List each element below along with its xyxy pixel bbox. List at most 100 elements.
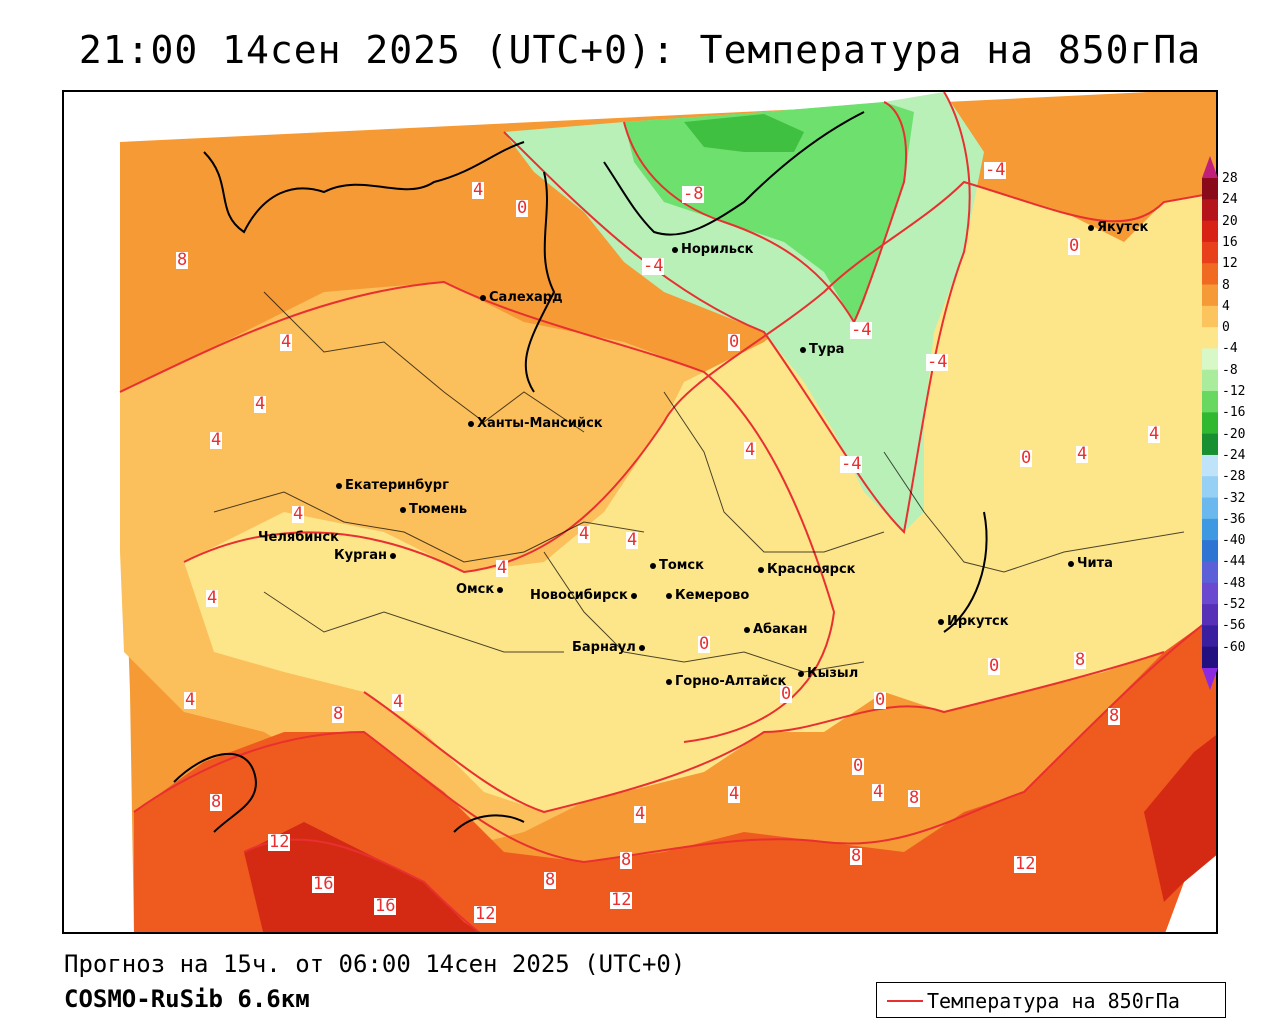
contour-label: 4 [1148, 424, 1161, 444]
colorbar-tick-label: -20 [1222, 426, 1246, 442]
city-label: Барнаул [572, 640, 636, 655]
contour-label: 4 [254, 394, 267, 414]
city-tyumen: Тюмень [400, 502, 467, 517]
contour-label: 12 [474, 904, 497, 924]
colorbar-segment [1202, 220, 1218, 243]
city-label: Красноярск [767, 562, 856, 577]
city-dot-icon [744, 626, 750, 633]
forecast-map[interactable]: Якутск Норильск Салехард Тура Ханты-Манс… [62, 90, 1218, 934]
city-label: Омск [456, 582, 495, 597]
colorbar-tick-label: -32 [1222, 490, 1246, 506]
contour-label: 4 [634, 804, 647, 824]
colorbar-segment [1202, 433, 1218, 456]
contour-label: -8 [682, 184, 705, 204]
colorbar-segment [1202, 454, 1218, 477]
colorbar-tick-label: -28 [1222, 469, 1246, 485]
colorbar-segment [1202, 199, 1218, 222]
contour-label: 8 [908, 788, 921, 808]
contour-label: 4 [872, 782, 885, 802]
admin-borders [213, 291, 1185, 673]
city-label: Абакан [753, 622, 808, 637]
city-label: Ханты-Мансийск [477, 416, 603, 431]
contour-label: 4 [578, 524, 591, 544]
city-label: Иркутск [947, 614, 1009, 629]
colorbar-tick-label: 24 [1222, 192, 1238, 208]
colorbar-tick-label: 8 [1222, 277, 1230, 293]
contour-label: 0 [780, 684, 793, 704]
colorbar-segment [1202, 540, 1218, 562]
city-irkutsk: Иркутск [938, 614, 1009, 629]
city-dot-icon [798, 670, 804, 677]
city-dot-icon [468, 420, 474, 427]
city-label: Челябинск [258, 530, 339, 545]
city-novosibirsk: Новосибирск [530, 588, 640, 603]
city-label: Норильск [681, 242, 754, 257]
temp-zone-12-16-east [1144, 735, 1216, 902]
colorbar-segment [1202, 391, 1218, 413]
city-dot-icon [666, 678, 672, 685]
colorbar-segment [1202, 369, 1218, 392]
city-yakutsk: Якутск [1088, 220, 1148, 235]
city-kurgan: Курган [334, 548, 399, 563]
city-dot-icon [666, 592, 672, 599]
colorbar-tick-label: -24 [1222, 447, 1246, 463]
colorbar-tick-label: -40 [1222, 533, 1246, 549]
contour-label: 8 [332, 704, 345, 724]
city-dot-icon [630, 592, 637, 599]
colorbar-tick-label: -16 [1222, 405, 1246, 421]
colorbar-scale [1202, 156, 1218, 690]
contour-label: -4 [984, 160, 1007, 180]
contour-label: 0 [728, 332, 741, 352]
colorbar-tick-label: -8 [1222, 362, 1238, 378]
contour-label: 8 [620, 850, 633, 870]
legend-label: Температура на 850гПа [927, 989, 1180, 1013]
legend-line-swatch [887, 1000, 923, 1002]
contour-label: 0 [516, 198, 529, 218]
contour-label: 4 [744, 440, 757, 460]
colorbar-segment [1202, 582, 1218, 605]
contour-label: 0 [874, 690, 887, 710]
city-label: Екатеринбург [345, 478, 449, 493]
city-dot-icon [938, 618, 944, 625]
colorbar-segment [1202, 178, 1218, 200]
contour-label: 4 [1076, 444, 1089, 464]
city-chelyabinsk: Челябинск [258, 530, 339, 545]
city-dot-icon [480, 294, 486, 301]
colorbar-segment [1202, 284, 1218, 307]
colorbar-tick-label: 0 [1222, 320, 1230, 336]
contour-label: 4 [496, 558, 509, 578]
legend: Температура на 850гПа [876, 982, 1226, 1018]
model-caption: COSMO-RuSib 6.6км [64, 985, 310, 1013]
temp-zone-neg8-neg4 [624, 102, 914, 322]
city-kyzyl: Кызыл [798, 666, 858, 681]
contour-label: 4 [280, 332, 293, 352]
colorbar-tick-label: 12 [1222, 256, 1238, 272]
colorbar-segment [1202, 561, 1218, 584]
city-krasnoyarsk: Красноярск [758, 562, 856, 577]
city-label: Горно-Алтайск [675, 674, 787, 689]
coastlines [173, 111, 988, 833]
contour-label: 8 [850, 846, 863, 866]
city-dot-icon [336, 482, 342, 489]
city-label: Новосибирск [530, 588, 628, 603]
contour-label: 4 [292, 504, 305, 524]
colorbar-segment [1202, 476, 1218, 499]
contour-label: 12 [610, 890, 633, 910]
contour-label: 0 [1020, 448, 1033, 468]
colorbar-segment [1202, 412, 1218, 435]
city-dot-icon [1068, 560, 1074, 567]
colorbar-tick-label: -60 [1222, 639, 1246, 655]
contour-label: 4 [184, 690, 197, 710]
city-norilsk: Норильск [672, 242, 754, 257]
contour-label: 0 [988, 656, 1001, 676]
colorbar-bottom-arrow [1202, 668, 1218, 690]
city-khanty-mansiysk: Ханты-Мансийск [468, 416, 603, 431]
contour-label: 4 [210, 430, 223, 450]
contour-label: 4 [392, 692, 405, 712]
city-label: Тюмень [409, 502, 468, 517]
city-gorno-altaysk: Горно-Алтайск [666, 674, 786, 689]
colorbar-segment [1202, 497, 1218, 520]
colorbar-top-arrow [1202, 156, 1218, 178]
city-label: Якутск [1097, 220, 1149, 235]
map-title: 21:00 14сен 2025 (UTC+0): Температура на… [78, 28, 1202, 72]
